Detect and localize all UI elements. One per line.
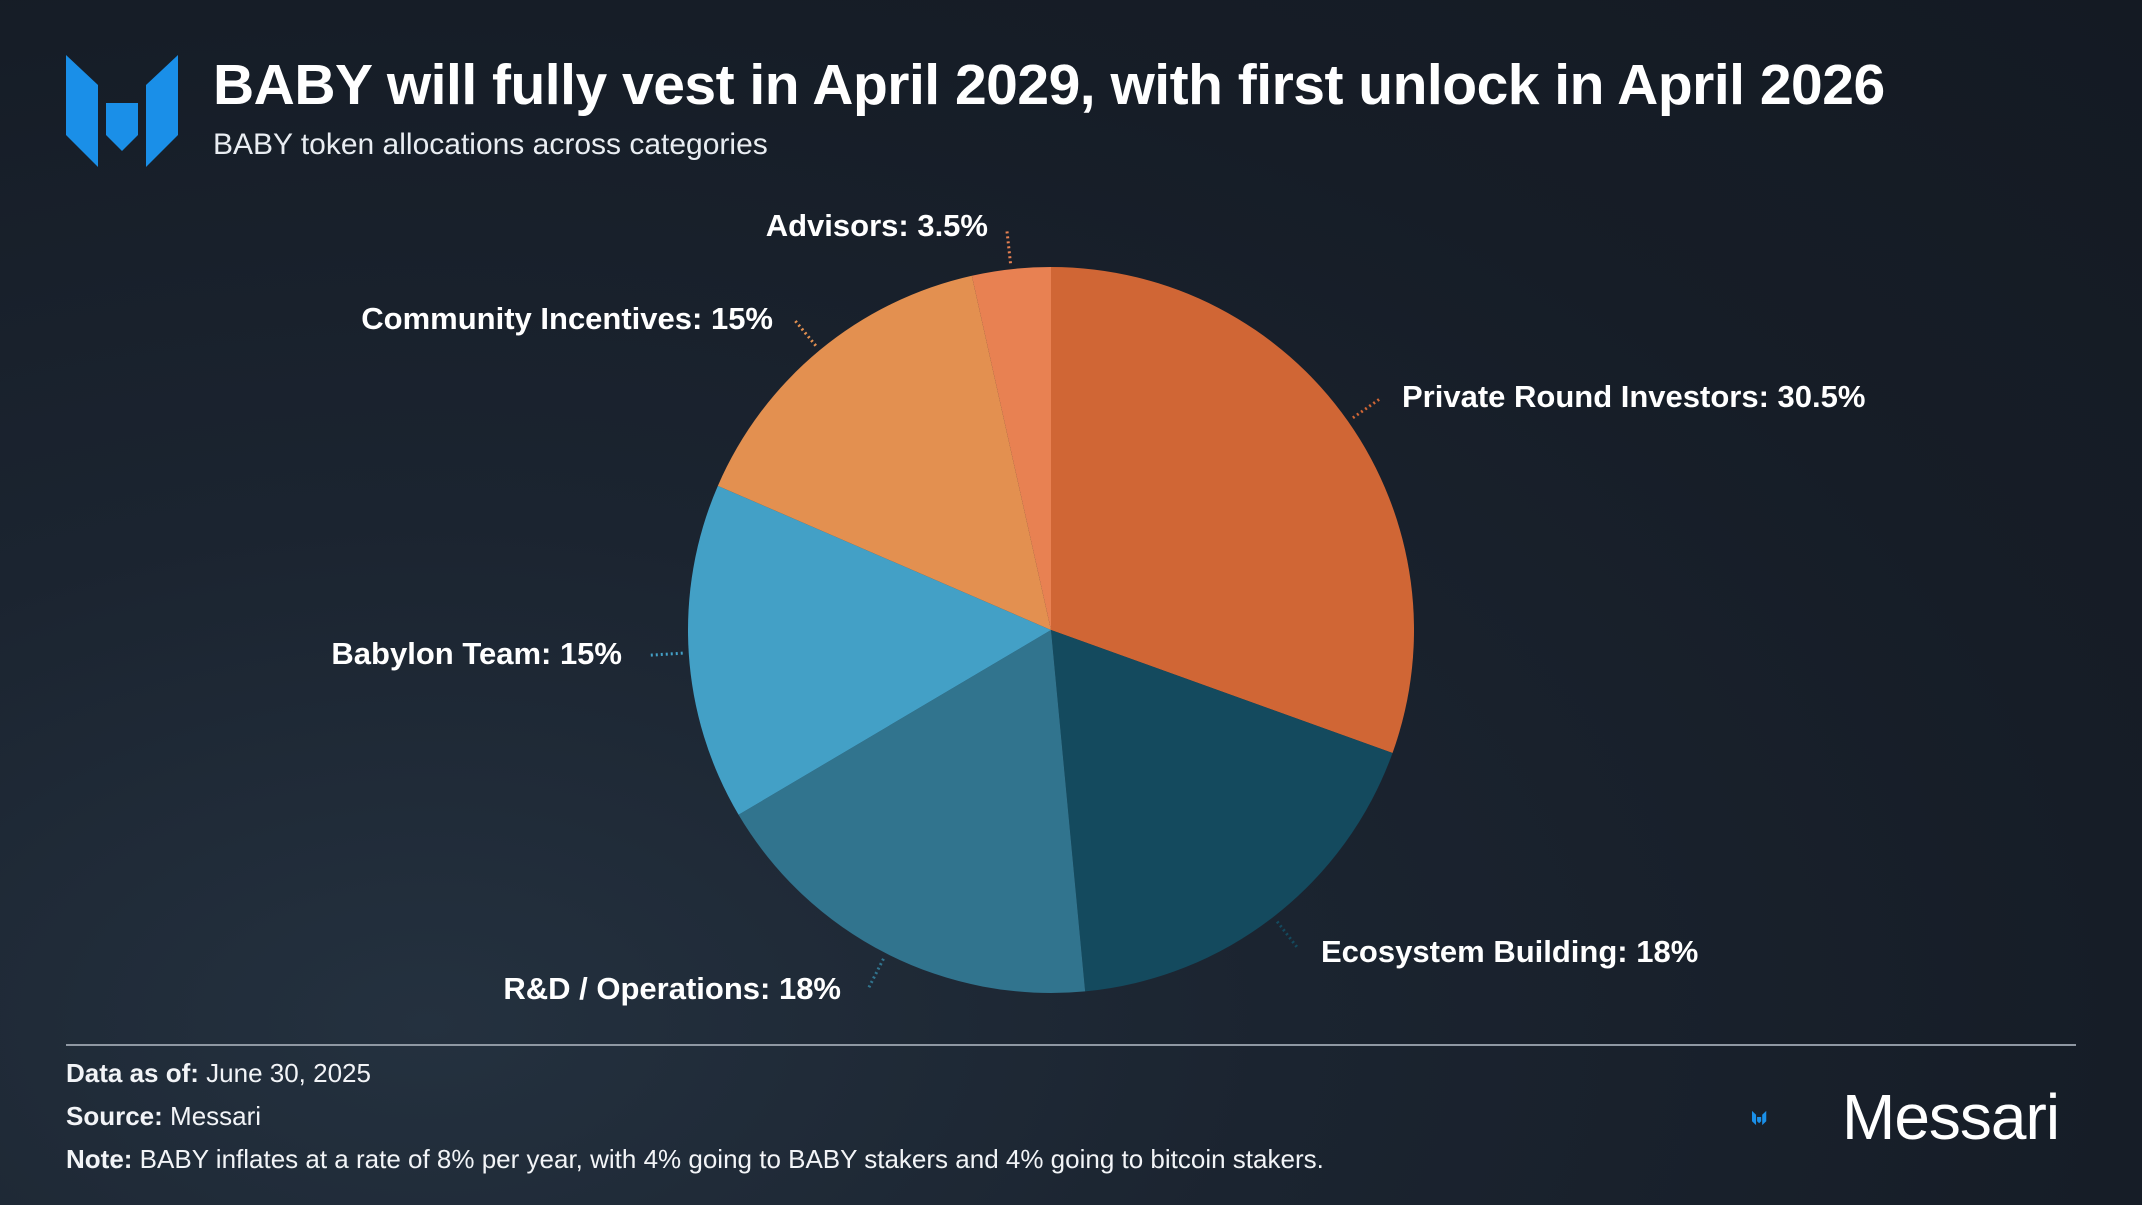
source: Source: Messari <box>66 1101 261 1132</box>
chart-title: BABY will fully vest in April 2029, with… <box>213 53 1885 117</box>
footer-divider <box>66 1044 2076 1046</box>
chart-subtitle: BABY token allocations across categories <box>213 128 768 161</box>
messari-logo-icon <box>66 55 178 167</box>
slice-label-community-incentives: Community Incentives: 15% <box>361 301 773 336</box>
slice-label-babylon-team: Babylon Team: 15% <box>331 636 622 671</box>
pie-slice-babylon-team <box>688 485 1051 815</box>
leader-line-r-d-operations <box>866 958 885 990</box>
slice-label-private-round-investors: Private Round Investors: 30.5% <box>1402 379 1865 414</box>
messari-brand-logo-icon <box>1752 1110 1767 1126</box>
leader-line-ecosystem-building <box>1275 920 1300 950</box>
source-label: Source: <box>66 1101 163 1131</box>
data-as-of-label: Data as of: <box>66 1058 199 1088</box>
note-label: Note: <box>66 1144 133 1174</box>
data-as-of-value: June 30, 2025 <box>206 1058 371 1088</box>
data-as-of: Data as of: June 30, 2025 <box>66 1058 371 1089</box>
slice-label-r-d-operations: R&D / Operations: 18% <box>503 971 841 1006</box>
slice-label-ecosystem-building: Ecosystem Building: 18% <box>1321 934 1698 969</box>
source-value: Messari <box>170 1101 262 1131</box>
brand-name: Messari <box>1842 1081 2060 1153</box>
note: Note: BABY inflates at a rate of 8% per … <box>66 1144 1324 1175</box>
pie-slice-community-incentives <box>717 275 1051 630</box>
note-value: BABY inflates at a rate of 8% per year, … <box>139 1144 1324 1174</box>
leader-line-advisors <box>1005 229 1012 264</box>
pie-slice-private-round-investors <box>1051 267 1414 753</box>
slice-label-advisors: Advisors: 3.5% <box>766 208 988 243</box>
leader-line-private-round-investors <box>1352 397 1382 420</box>
pie-slice-advisors <box>971 267 1051 630</box>
pie-slice-ecosystem-building <box>1051 630 1393 992</box>
pie-chart: Private Round Investors: 30.5% Ecosystem … <box>331 208 1865 1006</box>
pie-slice-r-d-operations <box>738 630 1086 993</box>
leader-line-community-incentives <box>792 318 817 347</box>
leader-line-babylon-team <box>648 651 683 657</box>
